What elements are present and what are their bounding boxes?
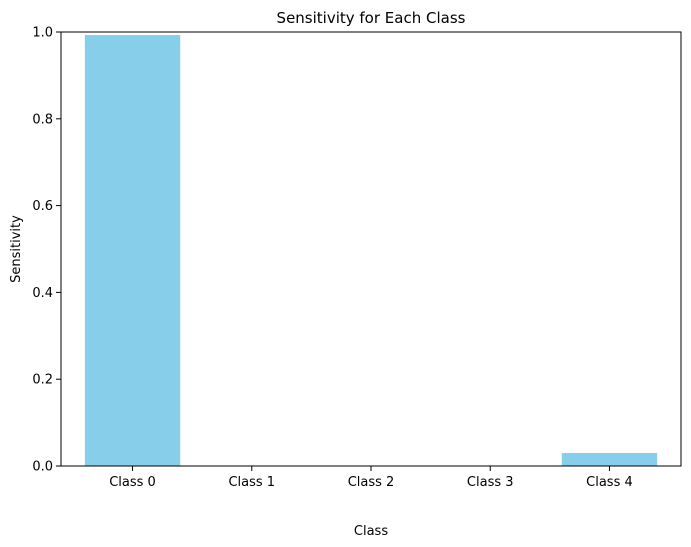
x-axis-label: Class [354, 524, 388, 539]
y-tick-label: 0.6 [32, 199, 53, 214]
y-axis-label: Sensitivity [9, 215, 24, 283]
chart-title: Sensitivity for Each Class [277, 9, 466, 27]
y-tick-label: 0.4 [32, 286, 53, 301]
x-axis-ticks: Class 0 Class 1 Class 2 Class 3 Class 4 [109, 466, 633, 490]
x-tick-label: Class 4 [586, 475, 633, 490]
y-tick-label: 0.2 [32, 373, 53, 388]
x-tick-label: Class 2 [348, 475, 395, 490]
x-tick-label: Class 0 [109, 475, 156, 490]
bar-0 [84, 35, 181, 467]
bar-4 [561, 452, 658, 466]
y-tick-label: 1.0 [32, 26, 53, 41]
bar-layer [84, 35, 658, 467]
x-tick-label: Class 1 [228, 475, 275, 490]
y-tick-label: 0.0 [32, 460, 53, 475]
y-tick-label: 0.8 [32, 112, 53, 127]
x-tick-label: Class 3 [467, 475, 514, 490]
y-axis-ticks: 0.0 0.2 0.4 0.6 0.8 1.0 [32, 26, 61, 475]
